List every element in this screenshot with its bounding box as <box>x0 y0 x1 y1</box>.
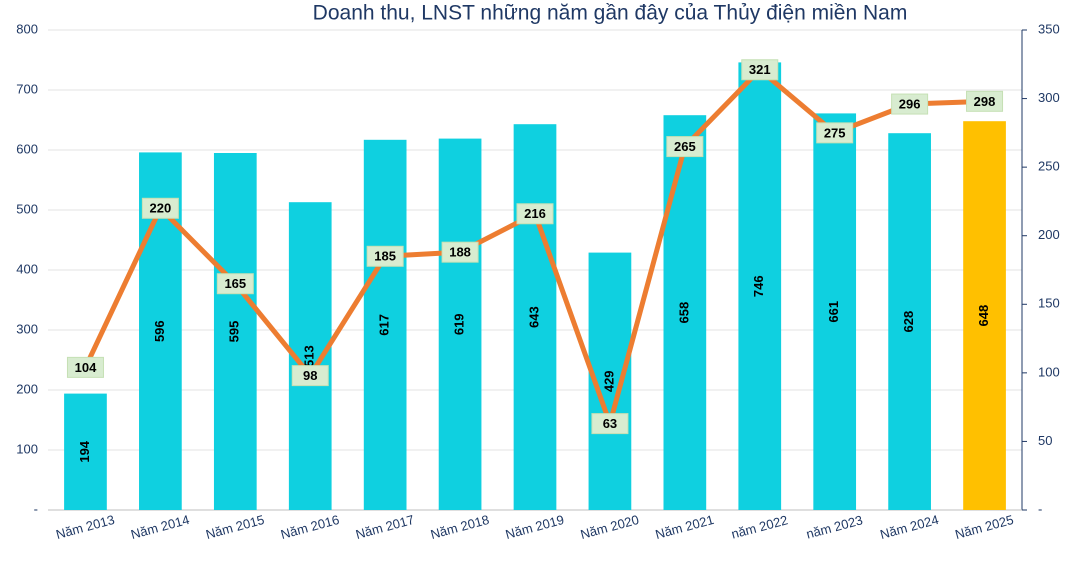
x-tick-label: Năm 2018 <box>429 512 491 542</box>
line-label-box <box>441 241 479 263</box>
bar <box>438 138 482 510</box>
line-label: 63 <box>603 416 617 431</box>
bar <box>64 393 107 510</box>
bar <box>738 62 782 511</box>
line-label-box <box>741 59 779 81</box>
y-tick-label: 800 <box>16 21 38 36</box>
line-label: 104 <box>75 360 97 375</box>
x-tick-label: Năm 2024 <box>878 512 940 542</box>
y2-tick-label: 100 <box>1038 364 1060 379</box>
line-label-box <box>66 356 104 378</box>
line-label-box <box>666 136 704 158</box>
bar-label: 643 <box>526 306 541 328</box>
bar-label: 595 <box>227 321 242 343</box>
x-tick-label: Năm 2017 <box>354 512 416 542</box>
x-tick-label: Năm 2014 <box>129 512 191 542</box>
line-label: 216 <box>524 206 546 221</box>
line-label-box <box>216 273 254 295</box>
x-tick-label: Năm 2019 <box>504 512 566 542</box>
line-label: 265 <box>674 139 696 154</box>
y-tick-label: 300 <box>16 321 38 336</box>
bar <box>963 121 1006 510</box>
x-tick-label: năm 2023 <box>805 512 865 541</box>
bar <box>363 139 407 511</box>
bar-label: 617 <box>377 314 392 336</box>
line-label-box <box>291 365 329 387</box>
x-tick-label: Năm 2015 <box>204 512 266 542</box>
y2-tick-label: 350 <box>1038 21 1060 36</box>
line-label-box <box>966 90 1004 112</box>
bar-label: 746 <box>751 275 766 297</box>
bar-label: 658 <box>676 302 691 324</box>
x-tick-label: năm 2022 <box>730 512 790 541</box>
bar <box>513 124 557 510</box>
bar-label: 661 <box>826 301 841 323</box>
y-tick-label: - <box>34 501 38 516</box>
line-label-box <box>891 93 929 115</box>
y2-tick-label: 300 <box>1038 90 1060 105</box>
chart-title: Doanh thu, LNST những năm gần đây của Th… <box>313 2 908 25</box>
line-label-box <box>366 245 404 267</box>
x-tick-label: Năm 2013 <box>54 512 116 542</box>
y-tick-label: 400 <box>16 261 38 276</box>
line-label: 296 <box>899 96 921 111</box>
y2-tick-label: 250 <box>1038 159 1060 174</box>
x-tick-label: Năm 2016 <box>279 512 341 542</box>
y2-tick-label: 150 <box>1038 296 1060 311</box>
line-label-box <box>141 197 179 219</box>
bar-label: 429 <box>601 370 616 392</box>
line-label: 298 <box>974 94 996 109</box>
y2-tick-label: - <box>1038 501 1042 516</box>
bar-label: 628 <box>901 311 916 333</box>
bar-label: 513 <box>302 345 317 367</box>
y-tick-label: 100 <box>16 441 38 456</box>
y2-tick-label: 50 <box>1038 433 1052 448</box>
bar <box>888 133 931 510</box>
line-label: 185 <box>374 249 396 264</box>
line-label: 165 <box>224 276 246 291</box>
line-label-box <box>591 413 629 435</box>
bar-label: 596 <box>152 320 167 342</box>
line-label: 321 <box>749 62 771 77</box>
y-tick-label: 200 <box>16 381 38 396</box>
x-tick-label: Năm 2020 <box>579 512 641 542</box>
line-label: 98 <box>303 368 317 383</box>
y-tick-label: 700 <box>16 81 38 96</box>
line-label-box <box>516 203 554 225</box>
bar-label: 648 <box>976 305 991 327</box>
bar <box>213 153 257 510</box>
bar <box>813 113 857 511</box>
line-label: 220 <box>150 201 172 216</box>
y2-tick-label: 200 <box>1038 227 1060 242</box>
y-tick-label: 600 <box>16 141 38 156</box>
bar-label: 194 <box>77 440 92 462</box>
line-label: 275 <box>824 125 846 140</box>
line-label-box <box>816 122 854 144</box>
line-label: 188 <box>449 245 471 260</box>
x-tick-label: Năm 2025 <box>953 512 1015 542</box>
bar <box>663 115 707 510</box>
x-tick-label: Năm 2021 <box>654 512 716 542</box>
y-tick-label: 500 <box>16 201 38 216</box>
bar-label: 619 <box>452 313 467 335</box>
